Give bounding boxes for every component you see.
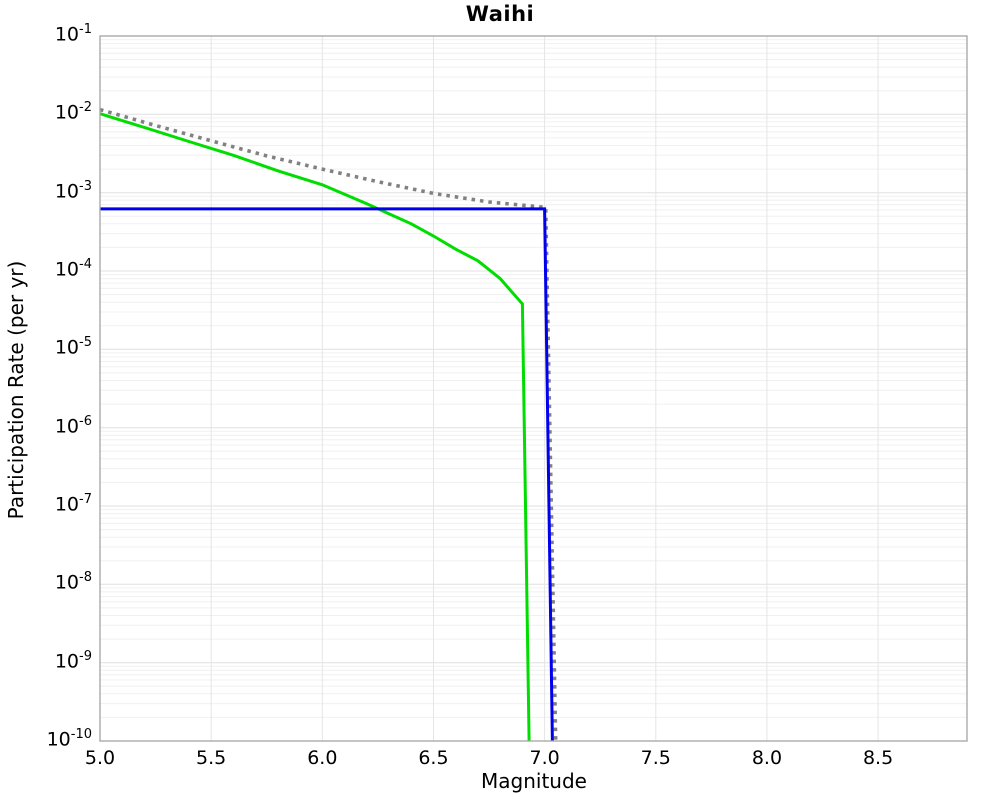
y-tick-label: 10-9	[54, 648, 92, 672]
y-tick-label: 10-7	[54, 492, 92, 516]
y-tick-label: 10-4	[54, 257, 92, 281]
y-tick-label: 10-5	[54, 335, 92, 359]
series-target-gr-dotted	[100, 107, 558, 741]
x-tick-label: 7.0	[529, 747, 560, 769]
x-tick-label: 8.5	[862, 747, 894, 769]
series-target-curve-green	[100, 112, 531, 741]
series-group	[100, 107, 558, 741]
x-axis-title: Magnitude	[481, 769, 587, 793]
y-tick-label: 10-10	[46, 727, 92, 751]
y-tick-label: 10-3	[54, 178, 92, 202]
y-tick-label: 10-8	[54, 570, 92, 594]
plot-frame	[99, 35, 968, 742]
x-tick-label: 7.5	[640, 747, 671, 769]
series-solution-rate-blue	[100, 207, 554, 741]
x-tick-label: 5.5	[196, 747, 227, 769]
x-tick-label: 5.0	[84, 747, 116, 769]
y-tick-label: 10-6	[54, 413, 92, 437]
x-tick-label: 6.0	[307, 747, 338, 769]
x-tick-label: 6.5	[418, 747, 449, 769]
y-tick-label: 10-1	[54, 22, 92, 46]
y-tick-label: 10-2	[54, 100, 92, 124]
x-tick-label: 8.0	[751, 747, 783, 769]
chart-title: Waihi	[465, 2, 535, 26]
